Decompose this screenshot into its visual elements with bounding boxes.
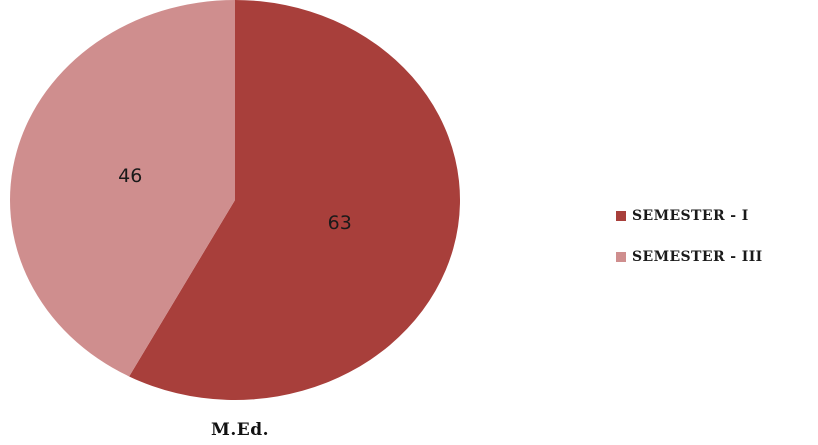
legend-item-semester-iii: SEMESTER - III — [616, 247, 811, 267]
pie-slice-semester-i — [129, 0, 460, 400]
pie-plot-area: 63 46 — [10, 0, 460, 400]
legend-swatch-semester-i — [616, 211, 626, 221]
data-label-semester-i: 63 — [328, 212, 352, 234]
data-label-semester-iii: 46 — [118, 165, 142, 187]
legend-label-semester-iii: SEMESTER - III — [632, 249, 763, 265]
legend-label-semester-i: SEMESTER - I — [632, 208, 749, 224]
chart-title: M.Ed. — [211, 420, 269, 440]
pie-slice-semester-iii — [10, 0, 236, 377]
legend: SEMESTER - I SEMESTER - III — [616, 206, 811, 288]
legend-swatch-semester-iii — [616, 252, 626, 262]
legend-item-semester-i: SEMESTER - I — [616, 206, 811, 226]
